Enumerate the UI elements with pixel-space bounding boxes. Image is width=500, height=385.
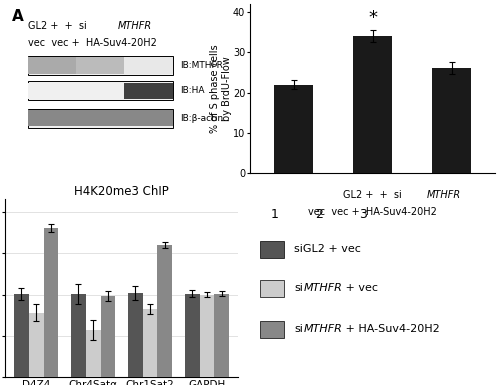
Bar [76,110,124,126]
Bar [200,295,214,377]
Text: GL2 +  +  si: GL2 + + si [343,190,402,200]
Bar [184,294,200,377]
Bar [28,56,173,75]
Text: vec  vec +  HA-Suv4-20H2: vec vec + HA-Suv4-20H2 [28,38,157,48]
Bar [128,293,142,377]
Bar [28,57,76,74]
Bar [100,296,116,377]
Bar [274,85,314,173]
Text: IB:HA: IB:HA [180,87,204,95]
Text: 1: 1 [270,208,278,221]
Bar [432,69,472,173]
Bar [124,83,173,99]
Bar [28,82,173,100]
Text: IB:MTHFR: IB:MTHFR [180,61,223,70]
Text: MTHFR: MTHFR [304,283,343,293]
Text: si: si [294,324,303,334]
Text: + vec: + vec [342,283,378,293]
Text: MTHFR: MTHFR [426,190,460,200]
Bar [124,110,173,126]
Bar [71,294,86,377]
Bar [28,83,76,99]
Text: IB:β-actin: IB:β-actin [180,114,223,122]
Bar [158,245,172,377]
Bar [76,57,124,74]
Y-axis label: % of S phase cells
by BrdU-Flow: % of S phase cells by BrdU-Flow [210,44,232,133]
Bar [260,280,284,297]
Text: vec  vec +  HA-Suv4-20H2: vec vec + HA-Suv4-20H2 [308,207,437,217]
Bar [142,310,158,377]
Text: 2: 2 [315,208,322,221]
Bar [353,36,393,173]
Bar [260,321,284,338]
Bar [124,57,173,74]
Bar [86,330,101,377]
Text: + HA-Suv4-20H2: + HA-Suv4-20H2 [342,324,440,334]
Bar [28,109,173,127]
Text: A: A [12,9,24,24]
Bar [14,294,29,377]
Bar [44,228,59,377]
Bar [76,83,124,99]
Text: *: * [368,9,377,27]
Bar [260,241,284,258]
Text: GL2 +  +  si: GL2 + + si [28,21,87,31]
Title: H4K20me3 ChIP: H4K20me3 ChIP [74,185,169,198]
Text: MTHFR: MTHFR [118,21,152,31]
Text: 3: 3 [359,208,366,221]
Bar [214,294,229,377]
Text: si: si [294,283,303,293]
Bar [29,313,43,377]
Text: MTHFR: MTHFR [304,324,343,334]
Text: siGL2 + vec: siGL2 + vec [294,244,361,254]
Bar [28,110,76,126]
